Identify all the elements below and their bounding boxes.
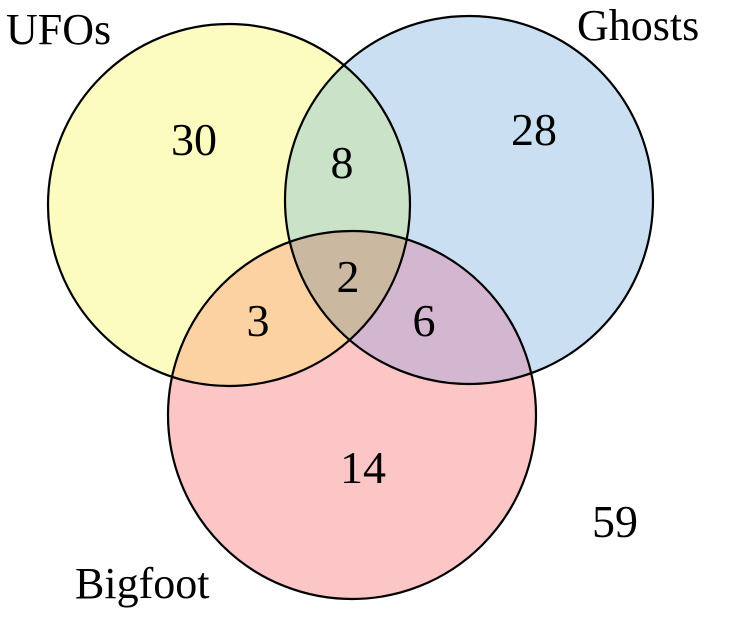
none-count: 59 xyxy=(592,496,638,547)
bigfoot-only-count: 14 xyxy=(340,442,386,493)
ghosts-label: Ghosts xyxy=(577,1,699,50)
ufos-circle-outline xyxy=(46,22,412,388)
ufos-ghosts-count: 8 xyxy=(331,137,354,188)
ufos-bigfoot-overlap xyxy=(168,231,410,386)
ufos-label: UFOs xyxy=(6,5,111,54)
ufos-bigfoot-count: 3 xyxy=(247,295,270,346)
ghosts-bigfoot-overlap xyxy=(285,231,536,384)
bigfoot-label: Bigfoot xyxy=(75,559,209,608)
bigfoot-circle-outline xyxy=(166,229,538,601)
all-three-count: 2 xyxy=(337,251,360,302)
ghosts-bigfoot-count: 6 xyxy=(413,295,436,346)
ufos-only-count: 30 xyxy=(171,114,217,165)
ghosts-circle-outline xyxy=(283,14,655,386)
ghosts-only-count: 28 xyxy=(511,104,557,155)
